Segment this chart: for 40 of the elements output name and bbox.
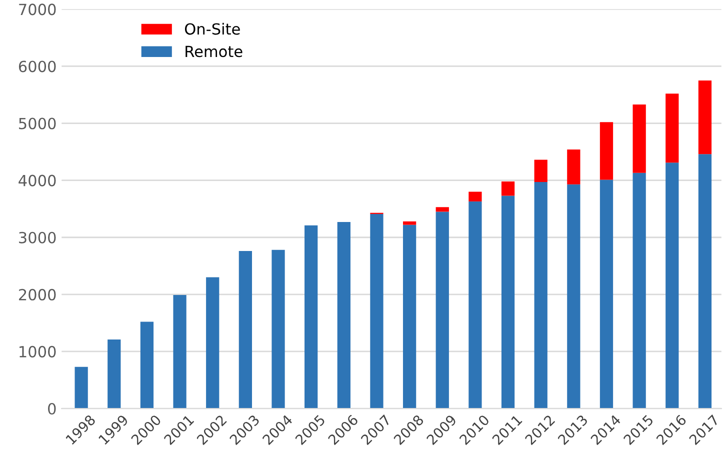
bar <box>272 250 285 409</box>
bar <box>402 221 416 225</box>
bar <box>238 251 252 409</box>
bar <box>337 222 350 409</box>
bar <box>468 201 482 409</box>
bar <box>206 277 220 409</box>
bar <box>140 322 154 409</box>
bar <box>304 225 318 409</box>
y-tick-label: 7000 <box>19 4 56 16</box>
y-tick-label: 5000 <box>19 118 56 130</box>
bar <box>402 224 416 409</box>
y-tick-label: 2000 <box>19 288 56 300</box>
bar <box>698 154 712 409</box>
bar <box>436 212 449 409</box>
y-tick-label: 4000 <box>18 174 56 186</box>
bar <box>534 182 548 409</box>
bar <box>600 122 614 180</box>
bar <box>501 181 515 196</box>
bar <box>108 339 121 409</box>
bar <box>666 162 679 409</box>
bar <box>468 192 482 202</box>
bar <box>501 196 515 409</box>
y-tick-label: 0 <box>48 402 56 415</box>
bar <box>632 172 646 409</box>
bar <box>436 207 449 212</box>
bar <box>173 294 186 409</box>
bar <box>632 104 646 173</box>
bar <box>74 366 88 409</box>
bar <box>370 214 384 409</box>
y-tick-label: 6000 <box>18 60 56 72</box>
legend-label: On-Site <box>184 22 240 35</box>
bar <box>698 80 712 154</box>
bar <box>666 94 679 163</box>
bar <box>600 180 614 409</box>
legend-label: Remote <box>186 46 242 58</box>
bar <box>567 184 580 409</box>
y-tick-label: 3000 <box>19 232 56 244</box>
y-tick-label: 1000 <box>20 346 56 358</box>
bar <box>534 160 548 182</box>
bar <box>567 150 580 184</box>
